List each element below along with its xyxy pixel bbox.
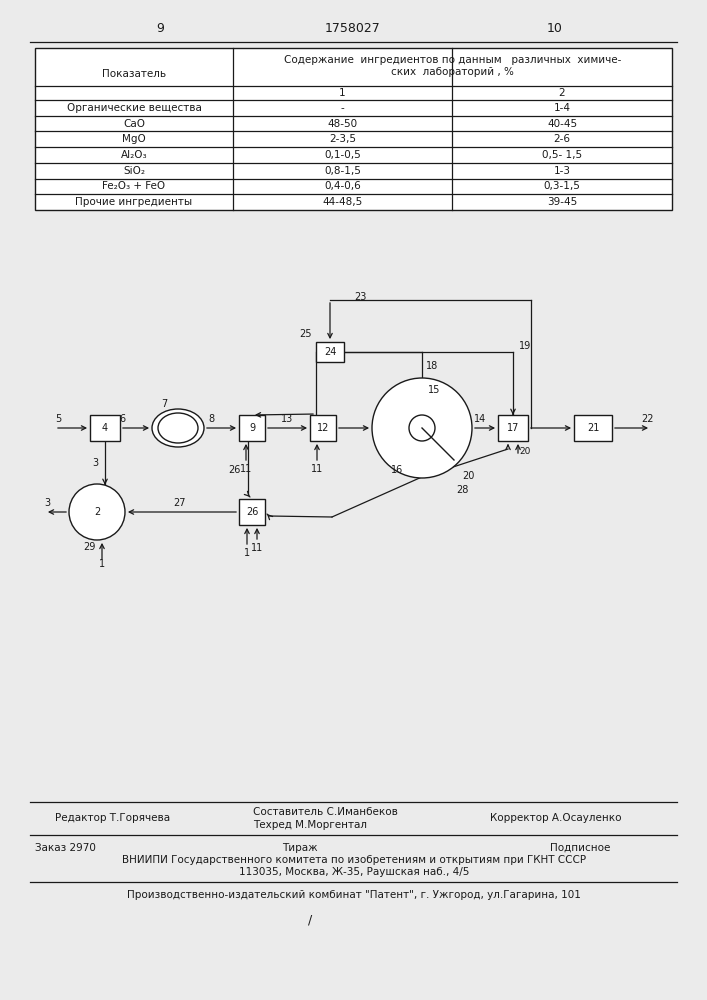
Text: 23: 23 <box>354 292 366 302</box>
Text: Органические вещества: Органические вещества <box>66 103 201 113</box>
Text: 15: 15 <box>428 385 440 395</box>
Text: 26: 26 <box>228 465 240 475</box>
Text: 9: 9 <box>156 21 164 34</box>
Text: Показатель: Показатель <box>102 69 166 79</box>
Text: 20: 20 <box>462 471 474 481</box>
Text: 0,5- 1,5: 0,5- 1,5 <box>542 150 582 160</box>
Text: 2-6: 2-6 <box>554 134 571 144</box>
Text: Заказ 2970: Заказ 2970 <box>35 843 96 853</box>
Text: 22: 22 <box>642 414 654 424</box>
Circle shape <box>409 415 435 441</box>
Text: 21: 21 <box>587 423 600 433</box>
Text: Подписное: Подписное <box>550 843 610 853</box>
Text: 11: 11 <box>240 464 252 474</box>
Text: 3: 3 <box>44 498 50 508</box>
Text: 2-3,5: 2-3,5 <box>329 134 356 144</box>
Text: Тираж: Тираж <box>282 843 318 853</box>
Text: 13: 13 <box>281 414 293 424</box>
Text: 17: 17 <box>507 423 519 433</box>
Text: 16: 16 <box>391 465 403 475</box>
Text: 40-45: 40-45 <box>547 119 577 129</box>
Text: 1: 1 <box>244 548 250 558</box>
Text: 44-48,5: 44-48,5 <box>322 197 363 207</box>
Text: 8: 8 <box>208 414 214 424</box>
Text: Редактор Т.Горячева: Редактор Т.Горячева <box>55 813 170 823</box>
Text: 12: 12 <box>317 423 329 433</box>
Text: ВНИИПИ Государственного комитета по изобретениям и открытиям при ГКНТ СССР: ВНИИПИ Государственного комитета по изоб… <box>122 855 586 865</box>
Circle shape <box>69 484 125 540</box>
Text: 1: 1 <box>339 88 346 98</box>
Text: 113035, Москва, Ж-35, Раушская наб., 4/5: 113035, Москва, Ж-35, Раушская наб., 4/5 <box>239 867 469 877</box>
Text: Fe₂O₃ + FeO: Fe₂O₃ + FeO <box>103 181 165 191</box>
Text: 10: 10 <box>547 21 563 34</box>
Text: 29: 29 <box>83 542 95 552</box>
Text: /: / <box>308 914 312 926</box>
Text: 2: 2 <box>94 507 100 517</box>
Text: SiO₂: SiO₂ <box>123 166 145 176</box>
Text: 48-50: 48-50 <box>327 119 358 129</box>
Bar <box>239 415 265 441</box>
Text: Корректор А.Осауленко: Корректор А.Осауленко <box>490 813 621 823</box>
Text: 1: 1 <box>99 559 105 569</box>
Bar <box>35 48 672 210</box>
Text: 0,4-0,6: 0,4-0,6 <box>324 181 361 191</box>
Bar <box>239 499 265 525</box>
Text: -: - <box>341 103 344 113</box>
Text: CaO: CaO <box>123 119 145 129</box>
Text: 3: 3 <box>92 458 98 468</box>
Text: 27: 27 <box>173 498 186 508</box>
Ellipse shape <box>158 413 198 443</box>
Text: 11: 11 <box>251 543 263 553</box>
Text: 4: 4 <box>102 423 108 433</box>
Bar <box>498 415 528 441</box>
Text: 14: 14 <box>474 414 486 424</box>
Circle shape <box>372 378 472 478</box>
Bar <box>316 342 344 362</box>
Text: 7: 7 <box>161 399 167 409</box>
Text: 26: 26 <box>246 507 258 517</box>
Text: 28: 28 <box>456 485 468 495</box>
Text: 39-45: 39-45 <box>547 197 577 207</box>
Text: Прочие ингредиенты: Прочие ингредиенты <box>76 197 192 207</box>
Text: 0,3-1,5: 0,3-1,5 <box>544 181 580 191</box>
Text: 11: 11 <box>311 464 323 474</box>
Text: 19: 19 <box>519 341 531 351</box>
Text: 1758027: 1758027 <box>325 21 381 34</box>
Text: 25: 25 <box>300 329 312 339</box>
Text: 1-3: 1-3 <box>554 166 571 176</box>
Text: Составитель С.Иманбеков: Составитель С.Иманбеков <box>253 807 398 817</box>
Text: 9: 9 <box>249 423 255 433</box>
Bar <box>90 415 120 441</box>
Text: 0,1-0,5: 0,1-0,5 <box>324 150 361 160</box>
Text: 18: 18 <box>426 361 438 371</box>
Text: MgO: MgO <box>122 134 146 144</box>
Ellipse shape <box>152 409 204 447</box>
Text: Производственно-издательский комбинат "Патент", г. Ужгород, ул.Гагарина, 101: Производственно-издательский комбинат "П… <box>127 890 581 900</box>
Text: 24: 24 <box>324 347 337 357</box>
Bar <box>310 415 336 441</box>
Bar <box>574 415 612 441</box>
Text: 20: 20 <box>520 446 531 456</box>
Text: 0,8-1,5: 0,8-1,5 <box>324 166 361 176</box>
Text: 5: 5 <box>55 414 61 424</box>
Text: Техред М.Моргентал: Техред М.Моргентал <box>253 820 367 830</box>
Text: 2: 2 <box>559 88 566 98</box>
Text: 6: 6 <box>119 414 125 424</box>
Text: Содержание  ингредиентов по данным   различных  химиче-
ских  лабораторий , %: Содержание ингредиентов по данным различ… <box>284 55 621 77</box>
Text: Al₂O₃: Al₂O₃ <box>121 150 147 160</box>
Text: 1-4: 1-4 <box>554 103 571 113</box>
